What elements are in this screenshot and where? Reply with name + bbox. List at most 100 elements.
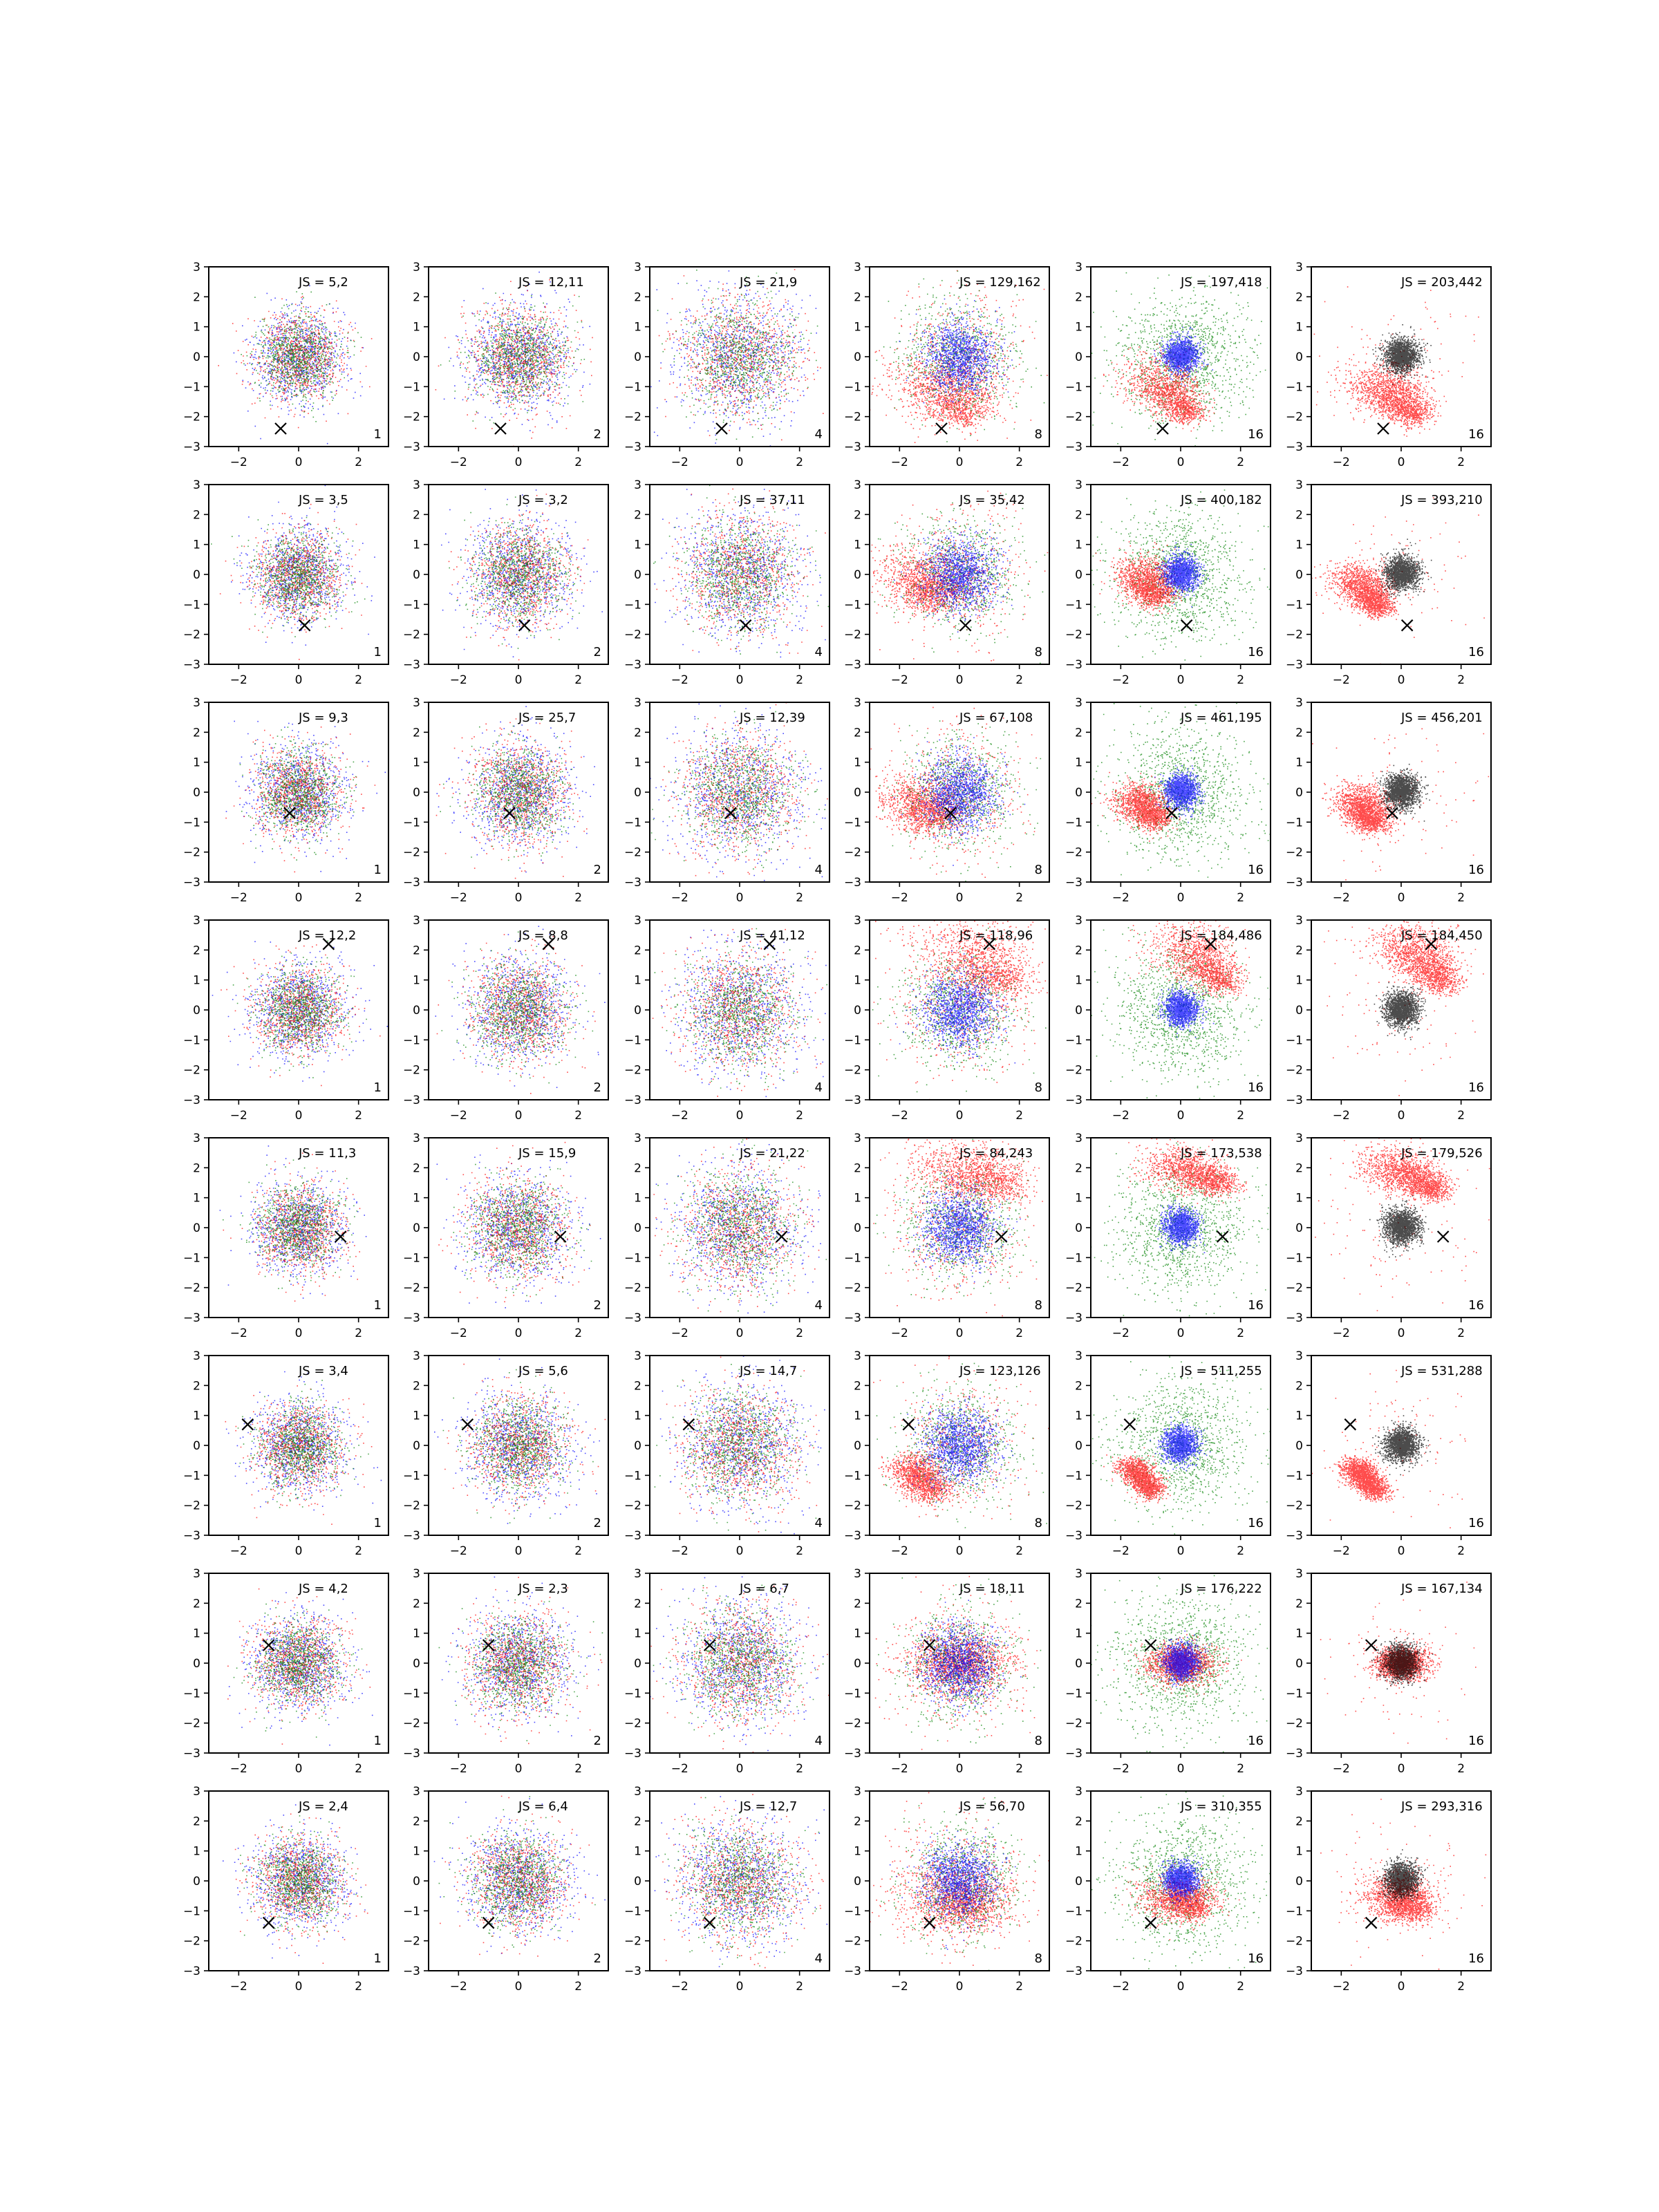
x-tick-label: 0 — [295, 1109, 303, 1123]
x-tick-label: 0 — [956, 1109, 964, 1123]
y-tick-label: −2 — [1065, 1717, 1082, 1731]
x-tick-label: 2 — [355, 1980, 362, 1994]
point-cloud — [437, 1136, 601, 1319]
y-tick-label: 1 — [854, 1627, 861, 1641]
y-tick-label: 0 — [1295, 568, 1303, 582]
x-tick-label: −2 — [891, 1762, 908, 1776]
x-tick-label: −2 — [1112, 1762, 1130, 1776]
step-count-label: 16 — [1468, 863, 1484, 877]
y-tick-label: −2 — [844, 1064, 861, 1078]
y-tick-label: 0 — [634, 1004, 641, 1018]
y-tick-label: 1 — [634, 321, 641, 335]
js-divergence-label: JS = 4,2 — [298, 1582, 348, 1596]
scatter-points — [1314, 205, 1510, 437]
step-count-label: 16 — [1468, 1951, 1484, 1966]
y-tick-label: −2 — [183, 1282, 200, 1295]
y-tick-label: 2 — [634, 290, 641, 304]
y-tick-label: 1 — [854, 756, 861, 770]
y-tick-label: −3 — [1286, 1311, 1303, 1325]
y-tick-label: −1 — [624, 816, 641, 830]
y-tick-label: 3 — [413, 1132, 420, 1145]
step-count-label: 16 — [1248, 427, 1264, 442]
y-tick-label: 0 — [1295, 1439, 1303, 1453]
x-tick-label: 2 — [1015, 673, 1023, 687]
y-tick-label: 2 — [634, 1379, 641, 1393]
y-tick-label: −2 — [624, 411, 641, 424]
y-tick-label: 2 — [413, 1161, 420, 1175]
scatter-points — [231, 485, 375, 646]
x-tick-label: 2 — [355, 1544, 362, 1558]
step-count-label: 2 — [594, 1734, 601, 1748]
js-divergence-label: JS = 56,70 — [959, 1799, 1025, 1814]
scatter-points — [234, 285, 391, 444]
y-tick-label: −2 — [1065, 1064, 1082, 1078]
y-tick-label: −1 — [403, 1469, 420, 1483]
y-tick-label: 3 — [1295, 1349, 1303, 1363]
js-divergence-label: JS = 35,42 — [959, 493, 1025, 507]
scatter-points — [440, 292, 585, 423]
x-tick-label: 0 — [956, 1327, 964, 1340]
y-tick-label: −1 — [183, 1251, 200, 1265]
y-tick-label: 3 — [854, 696, 861, 710]
js-divergence-label: JS = 197,418 — [1180, 275, 1262, 290]
scatter-points — [1103, 344, 1216, 431]
y-tick-label: 2 — [854, 726, 861, 740]
step-count-label: 4 — [815, 645, 823, 659]
x-tick-label: −2 — [1112, 673, 1130, 687]
point-cloud — [1078, 478, 1275, 700]
scatter-points — [890, 1827, 1016, 1950]
y-tick-label: 1 — [1295, 1192, 1303, 1206]
step-count-label: 16 — [1468, 427, 1484, 442]
y-tick-label: 0 — [1295, 1004, 1303, 1018]
y-tick-label: −3 — [1286, 1747, 1303, 1761]
x-tick-label: 2 — [1237, 456, 1244, 469]
point-cloud — [218, 285, 391, 444]
target-x-marker — [483, 1918, 494, 1929]
x-tick-label: −2 — [891, 673, 908, 687]
y-tick-label: 2 — [854, 1379, 861, 1393]
axes-frame — [650, 920, 830, 1100]
scatter-points — [1371, 1633, 1434, 1689]
point-cloud — [211, 485, 375, 660]
x-tick-label: 0 — [1177, 1109, 1185, 1123]
target-x-marker — [1344, 1419, 1356, 1430]
x-tick-label: 2 — [1237, 1762, 1244, 1776]
x-tick-label: 0 — [515, 1544, 523, 1558]
scatter-points — [233, 941, 367, 1078]
js-divergence-label: JS = 25,7 — [518, 711, 576, 725]
point-cloud — [1085, 869, 1295, 1129]
js-divergence-label: JS = 293,316 — [1400, 1799, 1483, 1814]
y-tick-label: −3 — [183, 440, 200, 454]
js-divergence-label: JS = 3,5 — [298, 493, 348, 507]
step-count-label: 1 — [374, 863, 382, 877]
y-tick-label: 3 — [854, 1132, 861, 1145]
y-tick-label: −3 — [1286, 1529, 1303, 1543]
y-tick-label: 3 — [634, 1132, 641, 1145]
y-tick-label: 2 — [1295, 1597, 1303, 1611]
y-tick-label: 1 — [1075, 974, 1082, 988]
scatter-points — [438, 1142, 590, 1319]
x-tick-label: 0 — [515, 1980, 523, 1994]
js-divergence-label: JS = 5,2 — [298, 275, 348, 290]
y-tick-label: −1 — [183, 380, 200, 394]
y-tick-label: 0 — [1295, 1875, 1303, 1888]
target-x-marker — [1366, 1918, 1377, 1929]
x-tick-label: −2 — [891, 1109, 908, 1123]
x-tick-label: 2 — [796, 1109, 803, 1123]
y-tick-label: 0 — [634, 786, 641, 800]
step-count-label: 4 — [815, 1080, 823, 1095]
x-tick-label: 2 — [1457, 1327, 1465, 1340]
y-tick-label: 2 — [854, 1161, 861, 1175]
y-tick-label: 1 — [193, 756, 200, 770]
scatter-points — [439, 1595, 603, 1741]
